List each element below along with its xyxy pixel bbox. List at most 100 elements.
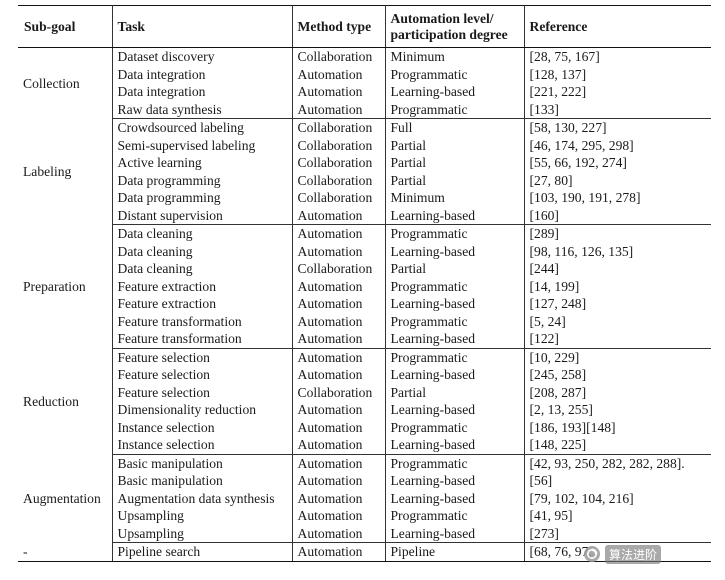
method-type-cell: Automation [292,524,386,543]
subgoal-cell: Collection [18,47,113,119]
method-type-cell: Automation [292,348,386,366]
reference-cell: [56] [529,473,553,489]
table-row: Feature selection Collaboration Partial [20… [18,383,711,401]
task-cell: Feature selection [112,348,293,366]
automation-level-cell: Programmatic [385,507,525,525]
method-type-cell: Automation [292,401,386,419]
reference-cell: [28, 75, 167] [529,49,600,65]
watermark-text: 算法进阶 [605,544,662,564]
automation-level-cell: Learning-based [385,401,525,419]
table-row: Data cleaning Automation Learning-based [98… [18,242,711,260]
reference-cell: [41, 95] [529,508,573,524]
task-cell: Basic manipulation [112,454,293,472]
table-row: Data programming Collaboration Minimum [103… [18,189,711,207]
table-row: Augmentation data synthesis Automation Lea… [18,489,711,507]
reference-cell: [103, 190, 191, 278] [529,190,641,206]
reference-cell: [46, 174, 295, 298] [529,137,634,153]
reference-cell: [10, 229] [529,349,580,365]
task-cell: Instance selection [112,418,293,436]
method-type-cell: Automation [292,330,386,349]
table-row: Semi-supervised labeling Collaboration Par… [18,136,711,154]
automation-level-cell: Programmatic [385,418,525,436]
subgoal-cell: Preparation [18,224,113,348]
automation-level-cell: Minimum [385,47,525,66]
task-cell: Feature transformation [112,312,293,330]
task-cell: Data integration [112,83,293,101]
header-subgoal: Sub-goal [18,5,113,48]
table-row: Feature transformation Automation Learning… [18,330,711,349]
table-row: Collection Dataset discovery Collaboration… [18,47,711,119]
automation-level-cell: Partial [385,260,525,278]
task-cell: Raw data synthesis [112,100,293,119]
header-reference: Reference [524,5,711,48]
reference-cell: [133] [524,100,711,119]
reference-cell: [221, 222] [529,84,587,100]
method-type-cell: Automation [292,100,386,119]
reference-cell: [273] [524,524,711,543]
header-task: Task [112,5,293,48]
automation-level-cell: Learning-based [385,242,525,260]
automation-level-cell: Minimum [385,189,525,207]
method-type-cell: Automation [292,366,386,384]
method-type-cell: Automation [292,224,386,243]
reference-cell: [122] [524,330,711,349]
method-type-cell: Automation [292,83,386,101]
task-cell: Feature selection [112,383,293,401]
reference-cell: [245, 258] [529,367,587,383]
reference-cell: [244] [529,261,559,277]
method-type-cell: Automation [292,454,386,472]
reference-cell: [42, 93, 250, 282, 282, 288]. [529,455,685,471]
reference-cell: [160] [524,206,711,225]
method-type-cell: Collaboration [292,154,386,172]
automation-level-cell: Learning-based [385,330,525,349]
table-row: Data programming Collaboration Partial [27,… [18,171,711,189]
table-row: Augmentation Basic manipulation Automation… [18,454,711,543]
task-cell: Distant supervision [112,206,293,225]
automation-level-cell: Learning-based [385,524,525,543]
task-cell: Upsampling [112,507,293,525]
table-row: Preparation Data cleaning Automation Progra… [18,224,711,348]
table-row: Upsampling Automation Programmatic [41, 95] [18,507,711,525]
method-type-cell: Automation [292,418,386,436]
task-cell: Dataset discovery [112,47,293,66]
task-cell: Active learning [112,154,293,172]
table-row: Distant supervision Automation Learning-ba… [18,206,711,225]
task-cell: Pipeline search [112,542,293,562]
reference-cell: [79, 102, 104, 216] [529,490,634,506]
method-type-cell: Automation [292,436,386,455]
reference-cell: [14, 199] [529,278,580,294]
task-cell: Feature extraction [112,277,293,295]
method-type-cell: Collaboration [292,136,386,154]
automation-level-cell: Partial [385,383,525,401]
reference-cell: [98, 116, 126, 135] [529,243,634,259]
task-cell: Augmentation data synthesis [112,489,293,507]
table-row: Data integration Automation Programmatic [1… [18,65,711,83]
method-type-cell: Collaboration [292,260,386,278]
table-row: Instance selection Automation Programmatic… [18,418,711,436]
subgoal-cell: Labeling [18,118,113,225]
task-cell: Data programming [112,189,293,207]
task-cell: Feature selection [112,366,293,384]
automation-level-cell: Learning-based [385,366,525,384]
method-type-cell: Automation [292,206,386,225]
method-type-cell: Collaboration [292,47,386,66]
table-row: Feature extraction Automation Learning-bas… [18,295,711,313]
header-automation-level: Automation level/ participation degree [385,5,525,48]
header-row: Sub-goal Task Method type Automation lev… [18,5,711,48]
table-row: Instance selection Automation Learning-bas… [18,436,711,455]
method-type-cell: Automation [292,277,386,295]
method-type-cell: Collaboration [292,171,386,189]
method-type-cell: Collaboration [292,118,386,137]
automation-level-cell: Learning-based [385,472,525,490]
method-type-cell: Collaboration [292,383,386,401]
table-row: Feature extraction Automation Programmatic… [18,277,711,295]
reference-cell: [208, 287] [529,384,587,400]
method-type-cell: Automation [292,242,386,260]
automation-level-cell: Learning-based [385,206,525,225]
task-cell: Crowdsourced labeling [112,118,293,137]
table-row: Feature transformation Automation Programm… [18,312,711,330]
method-type-cell: Automation [292,542,386,562]
header-automation-level-text: Automation level/ participation degree [390,11,508,42]
reference-cell: [2, 13, 255] [529,402,593,418]
reference-cell: [58, 130, 227] [529,120,607,136]
